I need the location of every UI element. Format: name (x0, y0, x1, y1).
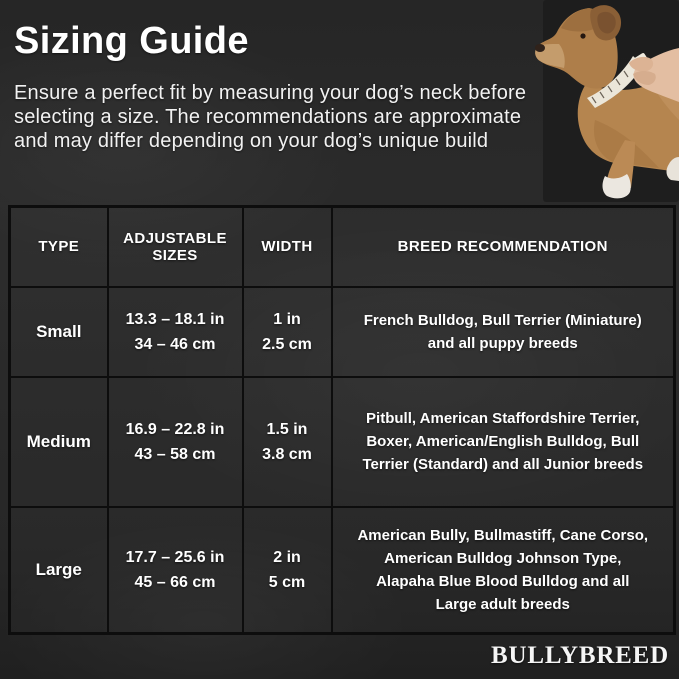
brand-logo: BULLYBREED (491, 642, 669, 669)
width-centimeters: 3.8 cm (262, 445, 312, 463)
sizes-cell: 17.7 – 25.6 in 45 – 66 cm (106, 505, 244, 635)
col-header-width: WIDTH (241, 205, 333, 288)
col-header-breed-recommendation: BREED RECOMMENDATION (330, 205, 676, 288)
breeds-cell: American Bully, Bullmastiff, Cane Corso,… (330, 505, 676, 635)
page-title: Sizing Guide (14, 20, 249, 62)
size-inches: 17.7 – 25.6 in (125, 548, 225, 566)
hand-index-finger (629, 56, 654, 72)
size-inches: 16.9 – 22.8 in (125, 420, 225, 438)
table-row-large: Large 17.7 – 25.6 in 45 – 66 cm 2 in 5 c… (8, 505, 676, 635)
width-inches: 2 in (273, 548, 301, 566)
dog-illustration (535, 0, 679, 202)
width-cell: 1 in 2.5 cm (241, 285, 333, 378)
width-cell: 1.5 in 3.8 cm (241, 375, 333, 508)
size-centimeters: 34 – 46 cm (134, 335, 216, 353)
table-row-medium: Medium 16.9 – 22.8 in 43 – 58 cm 1.5 in … (8, 375, 676, 508)
dog-front-paw (602, 174, 631, 199)
dog-ear-inner (597, 11, 616, 34)
col-header-type: TYPE (8, 205, 109, 288)
sizes-cell: 13.3 – 18.1 in 34 – 46 cm (106, 285, 244, 378)
type-cell: Small (8, 285, 109, 378)
width-inches: 1.5 in (266, 420, 308, 438)
intro-text: Ensure a perfect fit by measuring your d… (14, 82, 527, 152)
sizes-cell: 16.9 – 22.8 in 43 – 58 cm (106, 375, 244, 508)
type-cell: Large (8, 505, 109, 635)
breeds-cell: Pitbull, American Staffordshire Terrier,… (330, 375, 676, 508)
width-cell: 2 in 5 cm (241, 505, 333, 635)
dog-neck-measurement-photo (529, 0, 679, 205)
header: Sizing Guide Ensure a perfect fit by mea… (14, 20, 542, 153)
hand (633, 48, 679, 102)
width-inches: 1 in (273, 310, 301, 328)
size-centimeters: 43 – 58 cm (134, 445, 216, 463)
breeds-cell: French Bulldog, Bull Terrier (Miniature)… (330, 285, 676, 378)
sizing-table: TYPE ADJUSTABLE SIZES WIDTH BREED RECOMM… (8, 205, 676, 635)
type-cell: Medium (8, 375, 109, 508)
dog-nose (535, 44, 545, 52)
table-header-row: TYPE ADJUSTABLE SIZES WIDTH BREED RECOMM… (8, 205, 676, 288)
col-header-adjustable-sizes: ADJUSTABLE SIZES (106, 205, 244, 288)
size-centimeters: 45 – 66 cm (134, 573, 216, 591)
table-row-small: Small 13.3 – 18.1 in 34 – 46 cm 1 in 2.5… (8, 285, 676, 378)
measuring-tape (587, 56, 643, 108)
size-inches: 13.3 – 18.1 in (125, 310, 225, 328)
hand-thumb (633, 71, 656, 85)
width-centimeters: 5 cm (268, 573, 306, 591)
dog-rear-paw (666, 157, 679, 181)
width-centimeters: 2.5 cm (262, 335, 312, 353)
dog-eye (580, 33, 586, 39)
